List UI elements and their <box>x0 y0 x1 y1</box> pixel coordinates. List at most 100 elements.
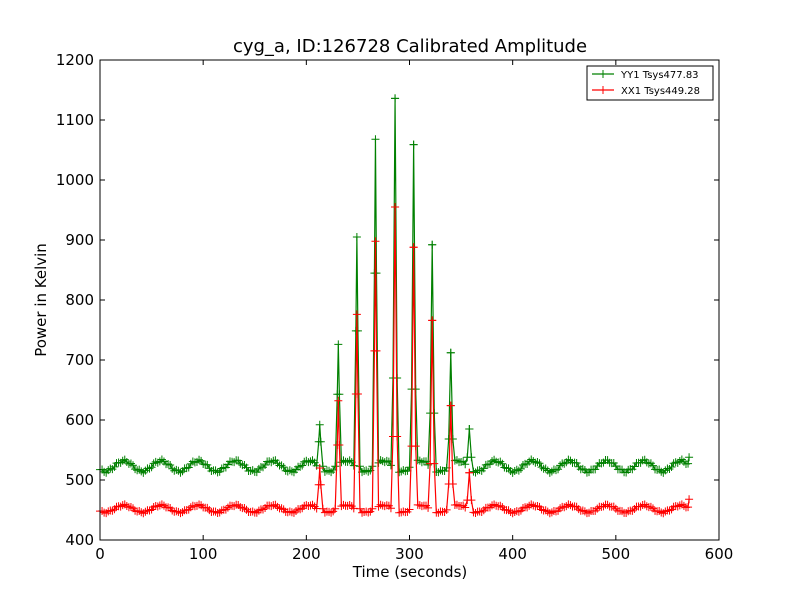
data-point-marker <box>434 508 443 517</box>
y-tick-label: 600 <box>65 411 94 429</box>
data-point-marker <box>642 502 651 511</box>
data-point-marker <box>186 503 195 512</box>
data-point-marker <box>104 507 113 516</box>
data-point-marker <box>120 500 129 509</box>
data-point-marker <box>372 346 381 355</box>
data-point-marker <box>306 501 315 510</box>
data-point-marker <box>582 468 591 477</box>
data-point-marker <box>147 463 156 472</box>
data-point-marker <box>353 390 362 399</box>
data-point-marker <box>368 504 377 513</box>
data-point-marker <box>192 457 201 466</box>
data-point-marker <box>364 508 373 517</box>
data-point-marker <box>197 501 206 510</box>
data-point-marker <box>281 466 290 475</box>
data-point-marker <box>100 508 109 517</box>
data-point-marker <box>415 456 424 465</box>
data-point-marker <box>494 458 503 467</box>
data-point-marker <box>230 502 239 511</box>
data-point-marker <box>325 507 334 516</box>
data-point-marker <box>122 502 131 511</box>
data-point-marker <box>391 94 400 103</box>
data-point-marker <box>467 496 476 505</box>
data-point-marker <box>434 468 443 477</box>
data-point-marker <box>168 464 177 473</box>
data-point-marker <box>667 463 676 472</box>
data-point-marker <box>371 237 380 246</box>
data-point-marker <box>267 458 276 467</box>
data-point-marker <box>310 502 319 511</box>
data-point-marker <box>242 463 251 472</box>
data-point-marker <box>578 506 587 515</box>
data-point-marker <box>551 507 560 516</box>
data-point-marker <box>345 500 354 509</box>
data-point-marker <box>496 457 505 466</box>
x-tick-label: 300 <box>395 545 424 563</box>
data-point-marker <box>335 441 344 450</box>
data-point-marker <box>512 465 521 474</box>
data-point-marker <box>399 466 408 475</box>
data-point-marker <box>518 504 527 513</box>
data-point-marker <box>285 507 294 516</box>
data-point-marker <box>279 463 288 472</box>
data-point-marker <box>116 458 125 467</box>
data-point-marker <box>494 502 503 511</box>
data-point-marker <box>153 458 162 467</box>
data-point-marker <box>254 464 263 473</box>
data-point-marker <box>417 458 426 467</box>
legend-label: XX1 Tsys449.28 <box>621 86 700 97</box>
data-point-marker <box>490 455 499 464</box>
data-point-marker <box>469 467 478 476</box>
data-point-marker <box>141 507 150 516</box>
data-point-marker <box>465 468 474 477</box>
data-point-marker <box>545 468 554 477</box>
data-point-marker <box>345 456 354 465</box>
data-point-marker <box>384 457 393 466</box>
data-point-marker <box>386 504 395 513</box>
data-point-marker <box>529 457 538 466</box>
data-point-marker <box>405 505 414 514</box>
data-point-marker <box>545 509 554 518</box>
data-point-marker <box>236 503 245 512</box>
data-point-marker <box>145 464 154 473</box>
data-point-marker <box>551 466 560 475</box>
legend: YY1 Tsys477.83 XX1 Tsys449.28 <box>586 65 714 101</box>
data-point-marker <box>514 507 523 516</box>
data-point-marker <box>168 506 177 515</box>
data-point-marker <box>211 466 220 475</box>
data-point-marker <box>665 506 674 515</box>
y-tick-label: 500 <box>65 471 94 489</box>
data-point-marker <box>684 503 693 512</box>
data-point-marker <box>331 462 340 471</box>
data-point-marker <box>393 432 402 441</box>
data-point-marker <box>405 463 414 472</box>
data-point-marker <box>475 466 484 475</box>
data-point-marker <box>184 463 193 472</box>
data-point-marker <box>541 464 550 473</box>
data-point-marker <box>640 500 649 509</box>
data-point-marker <box>547 467 556 476</box>
data-point-marker <box>440 467 449 476</box>
data-point-marker <box>108 506 117 515</box>
data-point-marker <box>352 233 361 241</box>
y-tick-label: 800 <box>65 291 94 309</box>
data-point-marker <box>440 508 449 517</box>
data-point-marker <box>316 437 325 446</box>
data-point-marker <box>685 453 694 462</box>
data-point-marker <box>157 500 166 509</box>
data-point-marker <box>259 505 268 514</box>
data-point-marker <box>459 501 468 510</box>
data-point-marker <box>149 459 158 468</box>
data-point-marker <box>195 500 204 509</box>
data-point-marker <box>145 506 154 515</box>
data-point-marker <box>469 508 478 517</box>
data-point-marker <box>298 461 307 470</box>
data-point-marker <box>628 506 637 515</box>
data-point-marker <box>164 460 173 469</box>
data-point-marker <box>673 458 682 467</box>
data-point-marker <box>306 457 315 466</box>
data-point-marker <box>430 459 439 468</box>
data-point-marker <box>248 466 257 475</box>
data-point-marker <box>572 459 581 468</box>
x-axis: 0 100 200 300 400 500 600 <box>95 60 733 563</box>
